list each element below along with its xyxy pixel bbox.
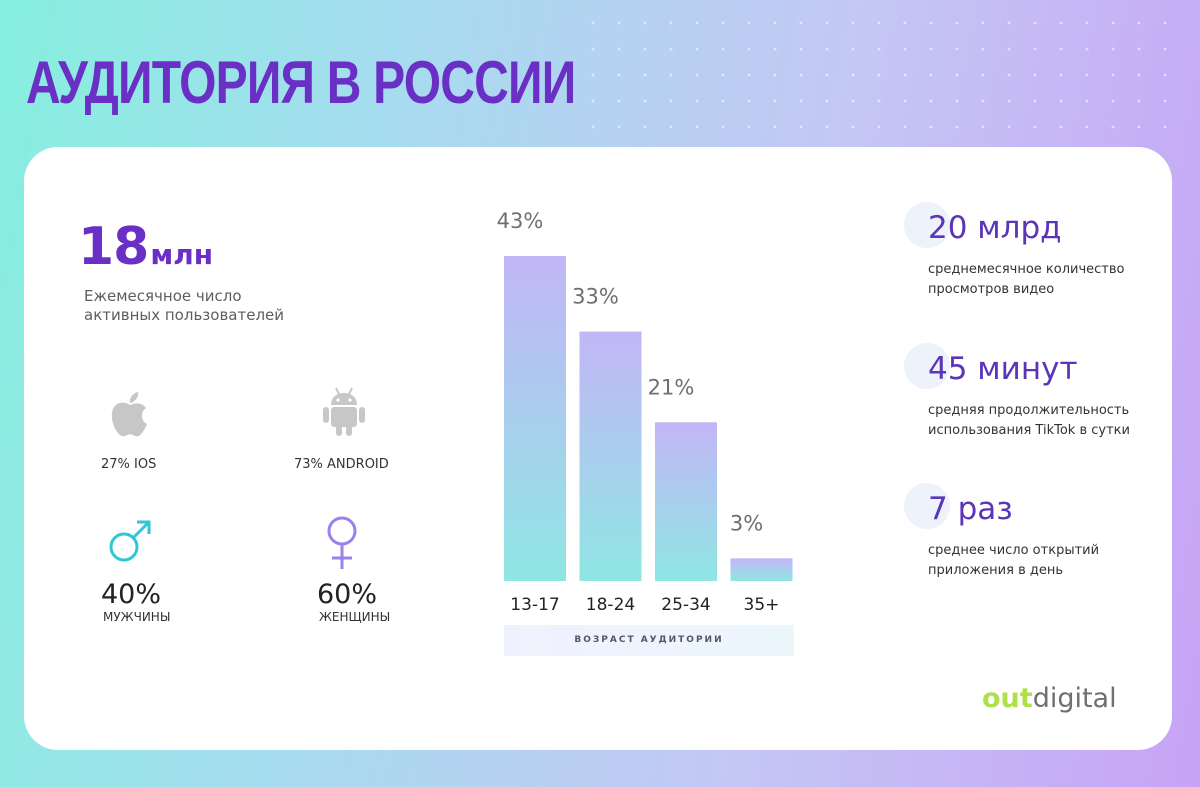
x-axis-label: ВОЗРАСТ АУДИТОРИИ <box>504 625 794 656</box>
dot-pattern <box>580 10 1180 130</box>
bar-25-34 <box>655 422 717 581</box>
female-percent: 60% <box>317 579 378 610</box>
stat-value: 45 минут <box>928 351 1078 387</box>
female-symbol-icon <box>327 516 357 569</box>
stat-label: средняя продолжительность использования … <box>928 403 1130 438</box>
age-bar-chart: 43% 13-17 33% 18-24 21% 25-34 3% 35+ <box>497 209 793 615</box>
monthly-users-description: Ежемесячное число активных пользователей <box>84 287 285 324</box>
value-label-18-24: 33% <box>572 285 619 309</box>
value-label-25-34: 21% <box>648 375 695 399</box>
male-symbol-icon <box>109 520 151 562</box>
value-label-13-17: 43% <box>497 209 544 233</box>
category-label-18-24: 18-24 <box>586 595 635 615</box>
ios-share-caption: 27% IOS <box>101 457 157 472</box>
stat-circle <box>904 483 950 529</box>
stat-circle <box>904 343 950 389</box>
male-percent: 40% <box>101 579 162 610</box>
android-share-caption: 73% ANDROID <box>294 457 389 472</box>
stat-label: среднее число открытий приложения в день <box>928 543 1100 578</box>
male-label: МУЖЧИНЫ <box>103 610 171 624</box>
stat-circle <box>904 202 950 248</box>
stat-value: 20 млрд <box>928 210 1062 246</box>
stat-value: 7 раз <box>928 491 1013 527</box>
stat-label: среднемесячное количество просмотров вид… <box>928 262 1125 297</box>
page-title: АУДИТОРИЯ В РОССИИ <box>26 49 576 116</box>
monthly-users-figure: 18млн <box>78 217 213 277</box>
logo-part-out: out <box>982 683 1033 714</box>
bar-35+ <box>730 558 793 581</box>
android-icon <box>323 387 365 436</box>
apple-icon <box>111 392 147 437</box>
monthly-users-number: 18 <box>78 217 149 277</box>
category-label-13-17: 13-17 <box>510 595 559 615</box>
bar-13-17 <box>504 256 566 581</box>
bar-18-24 <box>579 331 642 581</box>
monthly-users-unit: млн <box>150 238 214 271</box>
logo-part-digital: digital <box>1032 683 1117 714</box>
female-label: ЖЕНЩИНЫ <box>319 610 391 624</box>
category-label-25-34: 25-34 <box>661 595 710 615</box>
out-digital-logo: outdigital <box>982 683 1117 714</box>
infographic-card: 18млн Ежемесячное число активных пользов… <box>24 147 1172 750</box>
value-label-35+: 3% <box>730 511 763 535</box>
category-label-35+: 35+ <box>744 595 780 615</box>
